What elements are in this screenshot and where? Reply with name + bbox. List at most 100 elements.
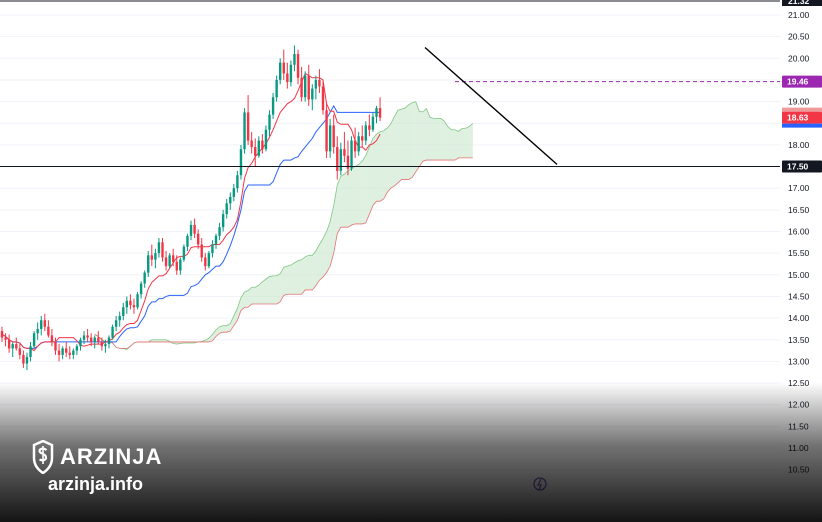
candle-body xyxy=(214,235,218,245)
cloud-segment xyxy=(298,259,302,295)
price-tick-label: 15.00 xyxy=(788,270,810,280)
price-tick-label: 19.00 xyxy=(788,97,810,107)
candle-body xyxy=(122,307,125,316)
candle-body xyxy=(271,97,275,115)
candle-body xyxy=(11,344,14,349)
cloud-segment xyxy=(280,267,284,302)
candle-body xyxy=(257,140,260,156)
candle-body xyxy=(211,244,214,254)
time-tick-label: 29 xyxy=(569,497,579,507)
cloud-segment xyxy=(422,108,427,162)
candle-body xyxy=(40,320,43,329)
candle-body xyxy=(61,348,64,355)
candle-body xyxy=(43,320,46,327)
cloud-segment xyxy=(212,330,216,341)
candle-body xyxy=(175,261,178,271)
price-tick-label: 12.50 xyxy=(788,378,810,388)
candle-body xyxy=(321,86,325,111)
cloud-segment xyxy=(315,244,320,286)
candle-body xyxy=(4,337,7,340)
candle-body xyxy=(350,140,353,169)
cloud-segment xyxy=(287,265,291,295)
cloud-segment xyxy=(262,279,266,305)
candle-body xyxy=(207,253,211,267)
candle-body xyxy=(332,125,335,148)
cloud-segment xyxy=(158,339,163,342)
cloud-segment xyxy=(454,129,459,161)
time-tick-label: 9 xyxy=(180,497,185,507)
time-axis[interactable]: Jul 3 5 7 9 11 13 15 17 19 21 23 25 27 29 Aug 3 5 7 xyxy=(19,497,754,507)
cloud-segment xyxy=(387,123,391,193)
price-tick-label: 21.00 xyxy=(788,10,810,20)
drawing-overlays xyxy=(0,0,780,491)
senkou-span-b xyxy=(94,157,473,349)
cloud-segment xyxy=(401,108,406,180)
time-tick-label: 27 xyxy=(531,497,541,507)
lightning-bolt-icon xyxy=(537,478,542,491)
price-tag-label: 17.50 xyxy=(787,162,809,172)
candle-body xyxy=(68,352,71,355)
candle-body xyxy=(114,320,118,327)
cloud-segment xyxy=(380,130,384,202)
cloud-segment xyxy=(294,260,299,295)
cloud-segment xyxy=(305,255,309,290)
price-tick-label: 14.00 xyxy=(788,313,810,323)
cloud-segment xyxy=(230,315,234,332)
candle-body xyxy=(107,337,111,345)
cloud-segment xyxy=(405,104,409,180)
candle-body xyxy=(218,227,221,236)
candle-body xyxy=(193,225,196,234)
candle-body xyxy=(268,114,271,130)
candle-body xyxy=(303,75,307,98)
candle-body xyxy=(100,341,104,347)
cloud-segment xyxy=(155,339,159,342)
candle-body xyxy=(168,255,171,267)
price-tag xyxy=(782,75,822,88)
candle-body xyxy=(65,348,68,353)
candle-body xyxy=(143,272,146,284)
time-tick-label: Aug xyxy=(623,497,638,507)
kijun-line xyxy=(1,104,381,349)
cloud-segment xyxy=(326,221,331,273)
candle-body xyxy=(314,79,318,89)
chart-grid xyxy=(0,14,780,471)
candle-body xyxy=(139,283,143,295)
candle-body xyxy=(50,335,54,342)
candle-body xyxy=(179,259,182,271)
candle-body xyxy=(328,125,332,152)
candle-body xyxy=(86,335,89,338)
price-tick-label: 17.00 xyxy=(788,183,810,193)
candle-body xyxy=(368,125,371,130)
time-tick-label: 11 xyxy=(217,497,226,507)
price-tag-label: 18.63 xyxy=(787,113,809,123)
candle-body xyxy=(246,112,250,141)
candle-body xyxy=(164,257,168,267)
top-price-tag xyxy=(782,0,822,6)
cloud-segment xyxy=(265,276,270,305)
candle-body xyxy=(129,300,132,306)
cloud-segment xyxy=(223,325,227,333)
price-tick-label: 15.50 xyxy=(788,248,810,258)
candle-body xyxy=(29,346,32,358)
cloud-segment xyxy=(151,339,156,342)
candle-body xyxy=(293,53,296,65)
candle-body xyxy=(225,203,228,215)
candle-body xyxy=(279,62,282,80)
candle-body xyxy=(196,233,200,245)
cloud-segment xyxy=(216,326,220,337)
price-axis[interactable]: 21.0020.5020.0019.5019.0018.5018.0017.50… xyxy=(782,0,822,475)
candle-body xyxy=(136,294,139,308)
candle-body xyxy=(353,140,357,152)
candle-body xyxy=(172,255,175,262)
time-tick-label: 5 xyxy=(710,497,715,507)
cloud-segment xyxy=(369,138,373,215)
candle-body xyxy=(339,149,343,171)
candle-body xyxy=(104,344,107,347)
cloud-segment xyxy=(440,118,445,161)
cloud-segment xyxy=(337,176,341,234)
price-tick-label: 16.00 xyxy=(788,227,810,237)
candle-body xyxy=(221,214,225,228)
candle-body xyxy=(286,73,289,83)
candle-body xyxy=(154,253,157,260)
